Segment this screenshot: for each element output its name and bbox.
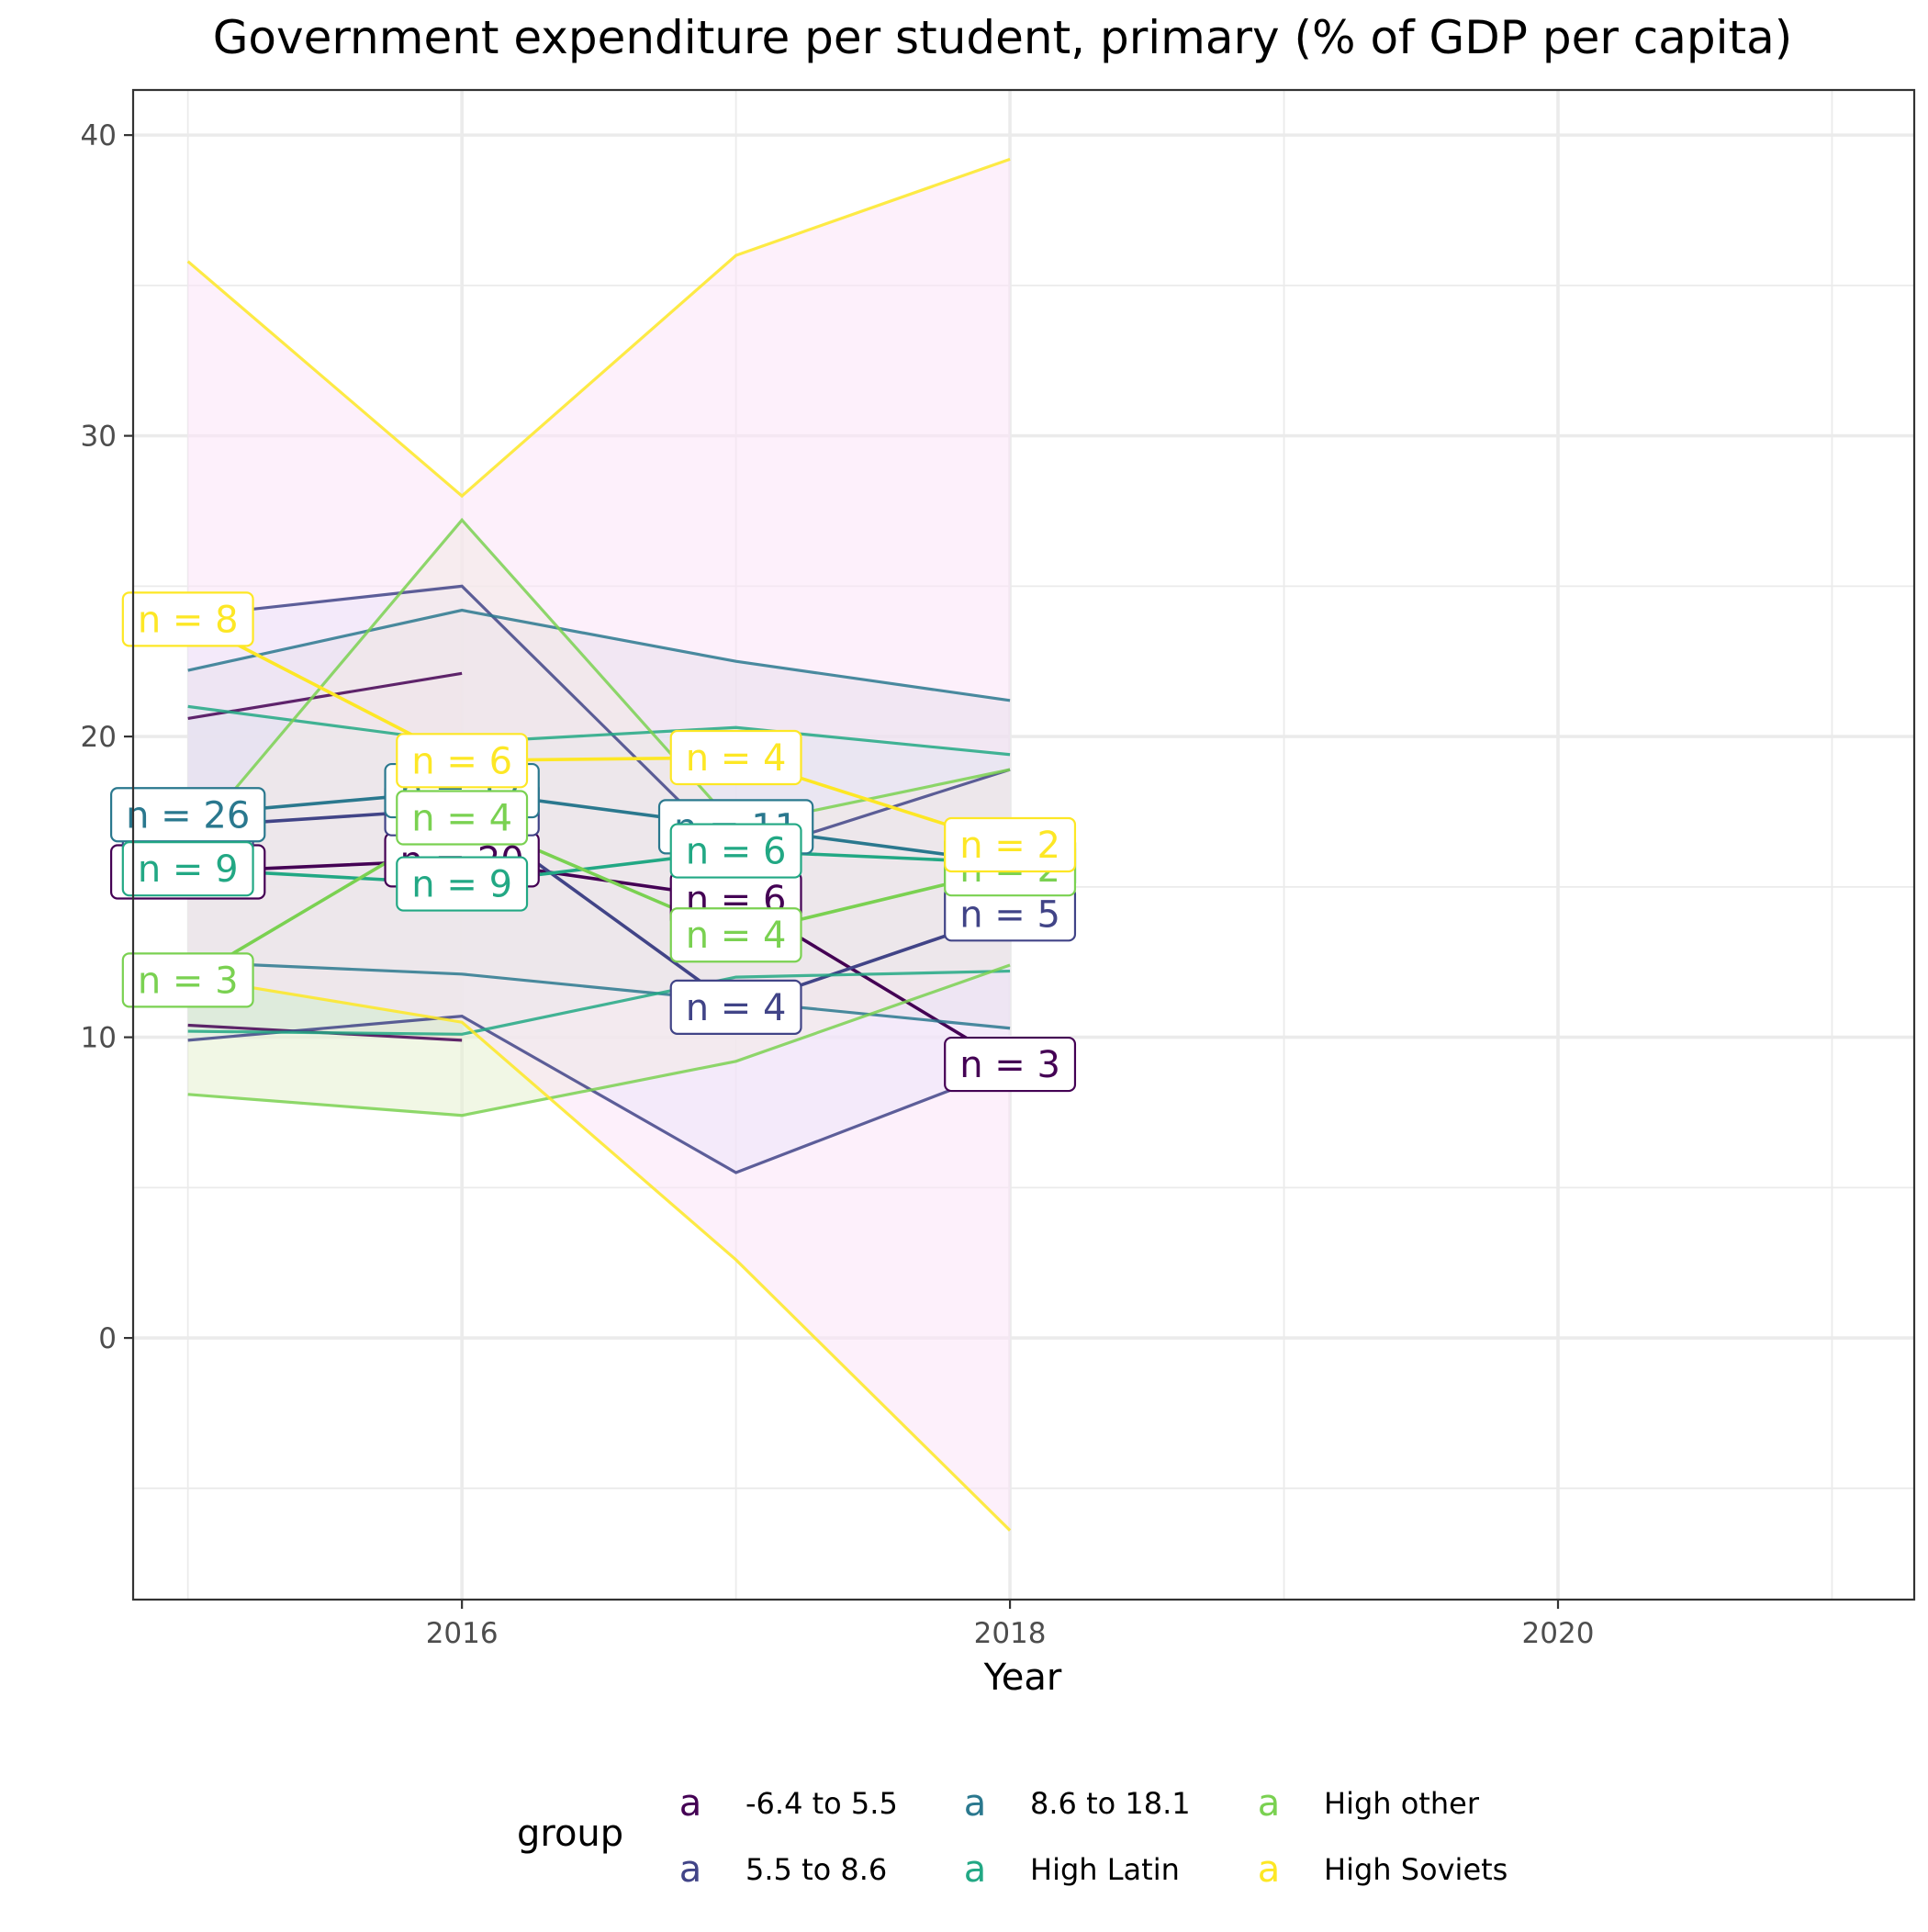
count-label-text: n = 4	[686, 737, 787, 780]
count-labels: n = 28n = 20n = 6n = 3n = 8n = 11n = 4n …	[109, 591, 1077, 1093]
legend-key-glyph: a	[1258, 1782, 1281, 1825]
line-lower-4	[187, 963, 1011, 1118]
line-mean-2	[187, 789, 1011, 865]
count-label-5-0: n = 8	[121, 591, 254, 647]
line-upper-2	[187, 608, 1011, 702]
count-label-1-2: n = 4	[669, 979, 802, 1035]
count-label-text: n = 3	[959, 1044, 1060, 1086]
count-label-3-2: n = 6	[669, 823, 802, 879]
legend-title: group	[517, 1813, 623, 1855]
x-tick-label: 2020	[1522, 1617, 1595, 1650]
count-label-2-0: n = 26	[109, 787, 266, 843]
count-label-4-0: n = 3	[121, 952, 254, 1008]
count-label-box	[944, 816, 1077, 873]
legend-item-0: a -6.4 to 5.5	[679, 1782, 898, 1825]
x-tick-label: 2018	[974, 1617, 1047, 1650]
y-tick-label: 30	[81, 421, 117, 454]
count-label-box	[669, 979, 802, 1035]
ribbon-5	[187, 159, 1011, 1531]
line-lower-5	[187, 975, 1012, 1532]
count-label-text: n = 5	[959, 893, 1060, 936]
y-tick-label: 10	[81, 1022, 117, 1055]
legend-key-glyph: a	[1258, 1848, 1281, 1891]
line-mean-3	[187, 848, 1011, 886]
count-label-text: n = 4	[411, 798, 512, 840]
count-label-box	[121, 841, 254, 897]
count-label-box	[669, 823, 802, 879]
count-label-box	[396, 856, 529, 912]
count-label-text: n = 3	[138, 960, 239, 1002]
legend-item-1: a 5.5 to 8.6	[679, 1848, 888, 1891]
count-label-text: n = 6	[411, 740, 512, 782]
count-label-box	[396, 733, 529, 789]
legend-key-glyph: a	[679, 1782, 702, 1825]
legend-item-5: a High Soviets	[1258, 1848, 1508, 1891]
count-label-box	[669, 729, 802, 786]
count-label-text: n = 8	[138, 599, 239, 641]
count-label-text: n = 2	[959, 825, 1060, 867]
y-tick-label: 20	[81, 721, 117, 754]
count-label-5-3: n = 2	[944, 816, 1077, 873]
legend-key-glyph: a	[679, 1848, 702, 1891]
count-label-5-1: n = 6	[396, 733, 529, 789]
legend-key-glyph: a	[964, 1782, 987, 1825]
count-label-box	[121, 591, 254, 647]
count-label-4-1: n = 4	[396, 790, 529, 846]
legend: group a -6.4 to 5.5 a 5.5 to 8.6 a 8.6 to 18.1…	[517, 1782, 1508, 1891]
legend-label: 8.6 to 18.1	[1030, 1786, 1191, 1821]
x-axis-title: Year	[983, 1657, 1062, 1699]
count-label-3-0: n = 9	[121, 841, 254, 897]
line-mean-1	[187, 806, 1011, 1009]
count-label-1-3: n = 5	[944, 886, 1077, 942]
axes: 0 10 20 30 40 2016 2018 2020	[81, 119, 1595, 1650]
line-upper-4	[186, 517, 1011, 847]
legend-label: High Soviets	[1324, 1852, 1508, 1887]
panel-frame	[131, 88, 1916, 1601]
legend-label: High other	[1324, 1786, 1480, 1821]
count-label-box	[121, 952, 254, 1008]
count-label-text: n = 4	[686, 987, 787, 1029]
count-label-3-1: n = 9	[396, 856, 529, 912]
chart-title: Government expenditure per student, prim…	[213, 11, 1793, 64]
count-label-text: n = 4	[686, 915, 787, 957]
line-lower-3	[187, 969, 1011, 1036]
y-tick-label: 40	[81, 119, 117, 152]
panel-border	[131, 88, 1916, 1601]
count-label-0-3: n = 3	[944, 1036, 1077, 1093]
line-upper-5	[186, 157, 1011, 499]
count-label-text: n = 9	[411, 864, 512, 906]
count-label-text: n = 6	[686, 831, 787, 873]
count-label-text: n = 26	[126, 794, 250, 837]
count-label-box	[669, 907, 802, 963]
legend-item-4: a High other	[1258, 1782, 1480, 1825]
count-label-box	[396, 790, 529, 846]
count-label-5-2: n = 4	[669, 729, 802, 786]
legend-item-2: a 8.6 to 18.1	[964, 1782, 1191, 1825]
line-lower-1	[187, 1015, 1011, 1174]
line-upper-1	[187, 584, 1011, 859]
count-label-4-2: n = 4	[669, 907, 802, 963]
line-upper-3	[187, 704, 1011, 757]
series-lines	[186, 157, 1012, 1532]
legend-label: 5.5 to 8.6	[745, 1852, 887, 1887]
count-label-box	[944, 1036, 1077, 1093]
legend-label: -6.4 to 5.5	[745, 1786, 898, 1821]
legend-key-glyph: a	[964, 1848, 987, 1891]
line-mean-4	[186, 815, 1011, 982]
y-tick-label: 0	[98, 1322, 117, 1355]
legend-item-3: a High Latin	[964, 1848, 1180, 1891]
x-tick-label: 2016	[426, 1617, 499, 1650]
count-label-text: n = 9	[138, 848, 239, 891]
line-mean-0	[187, 858, 1012, 1066]
line-mean-5	[186, 617, 1011, 847]
legend-label: High Latin	[1030, 1852, 1180, 1887]
